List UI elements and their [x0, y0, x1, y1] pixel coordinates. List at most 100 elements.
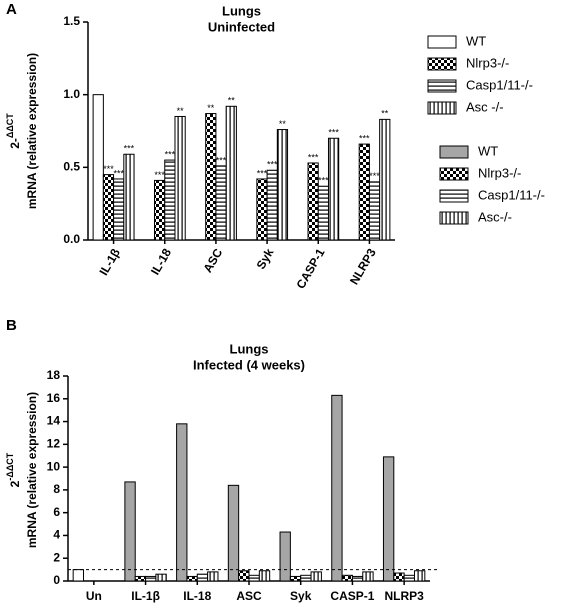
bar [196, 573, 209, 582]
x-tick-label: NLRP3 [347, 246, 379, 287]
legend-label: Casp1/11-/- [478, 187, 545, 202]
bar [341, 574, 353, 582]
significance-label: *** [267, 160, 278, 170]
bar [215, 165, 227, 241]
legend-label: Asc -/- [466, 99, 504, 114]
legend-swatch [427, 79, 457, 93]
x-tick-label: IL-18 [183, 589, 211, 603]
significance-label: *** [103, 164, 114, 174]
bar [289, 575, 302, 582]
bar [124, 481, 136, 582]
significance-label: *** [369, 171, 380, 181]
x-tick-label: CASP-1 [330, 589, 374, 603]
y-axis-label: mRNA (relative expression) [25, 392, 39, 548]
significance-label: *** [318, 176, 329, 186]
x-tick-label: Syk [254, 246, 277, 272]
x-tick-label: Un [86, 589, 102, 603]
x-tick-label: IL-18 [148, 246, 174, 278]
y-tick-label: 18 [47, 368, 61, 382]
y-axis-label: mRNA (relative expression) [25, 53, 39, 209]
bar [382, 456, 395, 582]
bar [327, 137, 340, 241]
legend-swatch [439, 211, 469, 225]
significance-label: *** [328, 128, 339, 138]
significance-label: *** [113, 168, 124, 178]
significance-label: *** [216, 155, 227, 165]
y-tick-label: 0.5 [63, 160, 80, 174]
legend-swatch [427, 35, 457, 49]
y-axis-label: 2-ΔΔCT [5, 113, 22, 149]
chart-title: Lungs [230, 341, 269, 356]
bar [256, 178, 268, 241]
significance-label: *** [165, 149, 176, 159]
significance-label: *** [308, 152, 319, 162]
significance-label: ** [381, 109, 389, 119]
y-tick-label: 0.0 [63, 232, 80, 246]
bar [155, 573, 167, 582]
legend-swatch [439, 145, 469, 159]
bar [154, 179, 166, 241]
bar [164, 159, 176, 241]
bar [413, 570, 426, 582]
bar [145, 575, 157, 582]
legend-label: Nlrp3-/- [478, 165, 521, 180]
legend-swatch [427, 101, 457, 115]
chart-subtitle: Uninfected [208, 19, 275, 34]
bar [92, 94, 104, 241]
bar [379, 118, 391, 241]
bar [362, 571, 374, 582]
bar [331, 394, 343, 582]
bar [276, 129, 289, 241]
significance-label: ** [207, 103, 215, 113]
bar [225, 105, 237, 241]
legend-label: WT [466, 33, 486, 48]
bar [123, 153, 135, 241]
bar [307, 162, 319, 241]
significance-label: *** [154, 170, 165, 180]
bar [279, 531, 291, 582]
bar [300, 574, 312, 582]
significance-label: ** [228, 96, 236, 106]
x-tick-label: ASC [236, 589, 262, 603]
bar [358, 143, 370, 241]
chart-title: Lungs [222, 3, 261, 18]
bar [310, 571, 322, 582]
bar [174, 115, 186, 241]
x-tick-label: NLRP3 [384, 589, 424, 603]
bar [266, 169, 278, 241]
legend-label: Asc-/- [478, 209, 512, 224]
y-label-base: 2- [8, 138, 22, 149]
significance-label: *** [124, 144, 135, 154]
chart-subtitle: Infected (4 weeks) [193, 357, 305, 372]
bar [227, 484, 240, 582]
bar [258, 570, 271, 582]
y-axis-label: 2-ΔΔCT [5, 452, 22, 487]
bar [207, 571, 219, 582]
significance-label: ** [177, 106, 185, 116]
x-tick-label: CASP-1 [293, 246, 327, 291]
legend-swatch [439, 189, 469, 203]
y-tick-label: 0 [53, 573, 60, 587]
y-tick-label: 12 [47, 437, 61, 451]
bar [186, 575, 198, 582]
bar [102, 174, 115, 241]
legend-swatch [439, 167, 469, 181]
y-tick-label: 14 [47, 414, 61, 428]
x-tick-label: Syk [290, 589, 312, 603]
y-tick-label: 10 [47, 459, 61, 473]
y-tick-label: 1.0 [63, 87, 80, 101]
bar [113, 178, 125, 241]
bar [134, 575, 147, 582]
bar [368, 181, 381, 241]
bar [205, 113, 217, 241]
y-label-base: 2 [8, 480, 22, 487]
legend-label: Casp1/11-/- [466, 77, 533, 92]
bar [238, 570, 250, 582]
bar [72, 569, 85, 582]
x-tick-label: IL-1β [131, 589, 160, 603]
panel-label: A [6, 1, 17, 18]
y-tick-label: 4 [53, 528, 60, 542]
y-tick-label: 16 [47, 391, 61, 405]
panel-label: B [6, 317, 17, 334]
